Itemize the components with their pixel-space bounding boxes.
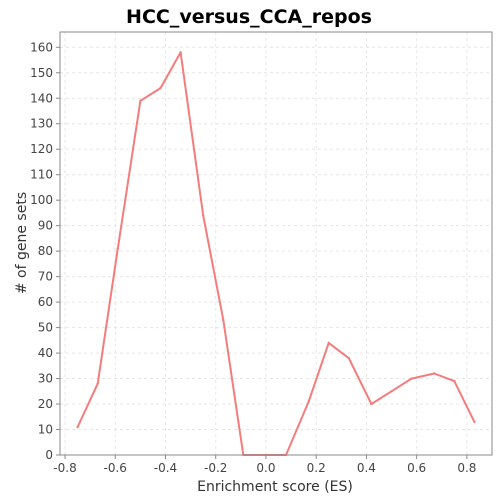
y-tick-label: 160 bbox=[30, 40, 53, 54]
y-tick-label: 80 bbox=[38, 244, 53, 258]
y-tick-label: 120 bbox=[30, 142, 53, 156]
y-tick-label: 140 bbox=[30, 91, 53, 105]
data-point bbox=[116, 247, 119, 250]
x-tick-label: 0.4 bbox=[357, 461, 376, 475]
x-tick-label: -0.8 bbox=[53, 461, 76, 475]
x-tick-label: 0.8 bbox=[457, 461, 476, 475]
chart-title: HCC_versus_CCA_repos bbox=[126, 6, 372, 28]
y-tick-label: 100 bbox=[30, 193, 53, 207]
gridlines bbox=[60, 32, 492, 456]
x-tick-label: 0.0 bbox=[256, 461, 275, 475]
data-point bbox=[201, 214, 205, 217]
y-tick-label: 40 bbox=[38, 346, 53, 360]
x-tick-label: -0.4 bbox=[154, 461, 177, 475]
data-point bbox=[159, 86, 162, 90]
x-tick-label: 0.6 bbox=[407, 461, 426, 475]
data-point bbox=[370, 402, 373, 406]
y-tick-label: 50 bbox=[38, 321, 53, 335]
data-point bbox=[390, 390, 393, 393]
y-tick-label: 70 bbox=[38, 270, 53, 284]
data-point bbox=[222, 318, 225, 322]
y-tick-label: 30 bbox=[38, 372, 53, 386]
data-point bbox=[179, 51, 182, 54]
data-point bbox=[473, 420, 476, 424]
x-tick-label: -0.6 bbox=[104, 461, 127, 475]
y-axis: 0 10 20 30 40 50 60 70 80 90 100 110 120 130 140 150 160 bbox=[30, 40, 60, 462]
data-point bbox=[410, 377, 413, 380]
data-point bbox=[96, 382, 99, 385]
x-axis-label: Enrichment score (ES) bbox=[197, 479, 353, 495]
x-tick-label: -0.2 bbox=[204, 461, 227, 475]
plot-border bbox=[59, 31, 493, 456]
y-tick-label: 90 bbox=[38, 219, 53, 233]
y-tick-label: 150 bbox=[30, 66, 53, 80]
y-axis-label: # of gene sets bbox=[14, 192, 30, 294]
data-point bbox=[307, 400, 310, 403]
data-point bbox=[347, 356, 351, 360]
x-axis: -0.8 -0.6 -0.4 -0.2 0.0 0.2 0.4 0.6 0.8 bbox=[53, 455, 476, 475]
data-point bbox=[139, 99, 142, 103]
data-point bbox=[453, 379, 456, 383]
data-point bbox=[327, 341, 330, 345]
data-point bbox=[76, 425, 79, 429]
data-point bbox=[433, 372, 436, 375]
plot-area bbox=[59, 31, 493, 456]
y-tick-label: 10 bbox=[38, 423, 53, 437]
y-tick-label: 130 bbox=[30, 117, 53, 131]
y-tick-label: 0 bbox=[45, 448, 53, 462]
y-tick-label: 60 bbox=[38, 295, 53, 309]
y-tick-label: 20 bbox=[38, 397, 53, 411]
x-tick-label: 0.2 bbox=[307, 461, 326, 475]
y-tick-label: 110 bbox=[30, 168, 53, 182]
